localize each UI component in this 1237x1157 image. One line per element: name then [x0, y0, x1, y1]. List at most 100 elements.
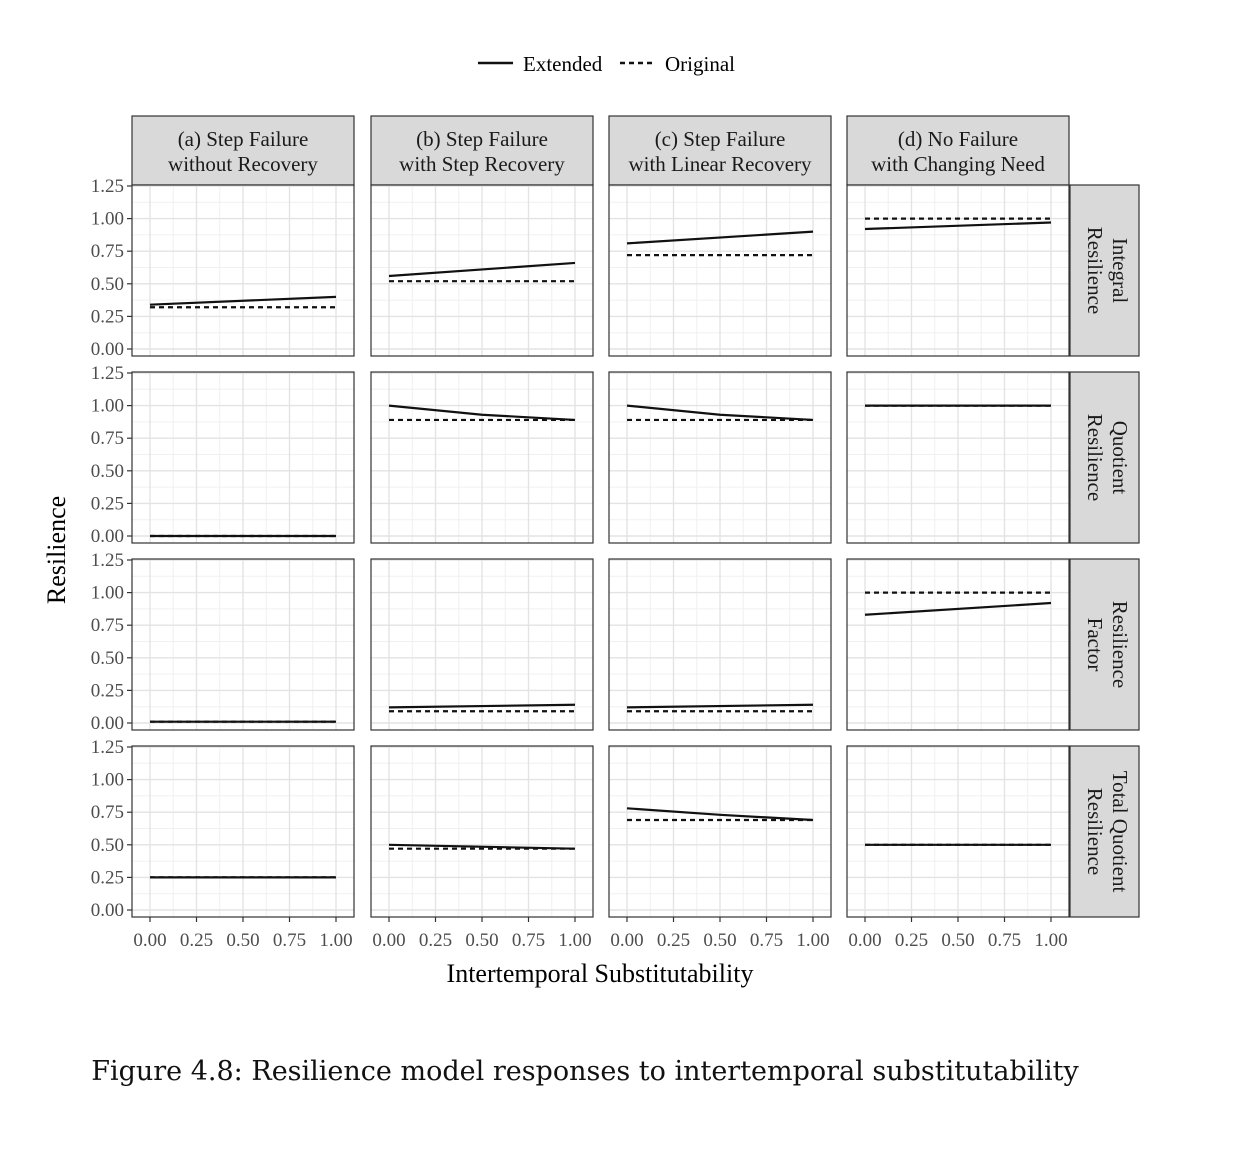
panel	[608, 745, 832, 918]
y-tick-label: 0.75	[91, 615, 124, 636]
panel-border	[608, 371, 832, 544]
y-axis-title: Resilience	[42, 496, 71, 604]
x-tick-label: 0.00	[848, 930, 881, 951]
x-tick-label: 0.50	[465, 930, 498, 951]
row-strip	[1069, 558, 1140, 731]
row-strip-label: Total Quotient	[1108, 771, 1132, 893]
x-tick-label: 1.00	[319, 930, 352, 951]
panel	[608, 371, 832, 544]
y-tick-label: 0.25	[91, 867, 124, 888]
y-tick-label: 0.00	[91, 339, 124, 360]
y-tick-label: 0.50	[91, 648, 124, 669]
x-tick-label: 1.00	[558, 930, 591, 951]
series-extended-line	[864, 601, 1052, 616]
panel	[370, 745, 594, 918]
legend-extended-label: Extended	[523, 52, 603, 76]
legend-original-label: Original	[665, 52, 735, 76]
column-strip	[131, 115, 355, 186]
panel-border	[608, 184, 832, 357]
y-tick-label: 1.00	[91, 770, 124, 791]
y-tick-label: 1.00	[91, 583, 124, 604]
panel	[846, 558, 1070, 731]
panel-border	[131, 371, 355, 544]
y-tick-label: 0.25	[91, 680, 124, 701]
row-strip-label: Resilience	[1083, 414, 1107, 501]
column-strip-label: without Recovery	[168, 152, 318, 176]
row-strip-label: Integral	[1108, 238, 1132, 303]
x-tick-label: 1.00	[796, 930, 829, 951]
panel-border	[370, 184, 594, 357]
column-strip-label: (d) No Failure	[898, 127, 1018, 151]
y-tick-label: 0.00	[91, 526, 124, 547]
series-extended-line	[626, 230, 814, 245]
panel-border	[370, 371, 594, 544]
row-strip-label: Resilience	[1108, 601, 1132, 688]
row-strip-label: Quotient	[1108, 421, 1132, 495]
y-tick-label: 0.75	[91, 802, 124, 823]
y-tick-label: 0.75	[91, 241, 124, 262]
panel	[846, 371, 1070, 544]
series-extended-line	[388, 261, 576, 278]
column-strip	[846, 115, 1070, 186]
row-strip	[1069, 184, 1140, 357]
x-tick-label: 0.25	[180, 930, 213, 951]
x-axis-title: Intertemporal Substitutability	[447, 959, 754, 988]
y-tick-label: 0.75	[91, 428, 124, 449]
y-tick-label: 1.00	[91, 209, 124, 230]
y-tick-label: 0.25	[91, 493, 124, 514]
panel	[370, 184, 594, 357]
series-extended-line	[149, 295, 337, 306]
y-tick-label: 1.25	[91, 550, 124, 571]
x-tick-label: 0.75	[750, 930, 783, 951]
panel-border	[131, 558, 355, 731]
series-extended-line	[626, 404, 814, 422]
series-extended-line	[626, 703, 814, 709]
column-strip	[370, 115, 594, 186]
row-strip	[1069, 371, 1140, 544]
series-extended-line	[388, 404, 576, 422]
x-tick-label: 0.00	[133, 930, 166, 951]
row-strip-label: Factor	[1083, 618, 1107, 672]
x-tick-label: 0.00	[372, 930, 405, 951]
y-tick-label: 1.25	[91, 176, 124, 197]
row-strip	[1069, 745, 1140, 918]
y-tick-label: 0.50	[91, 274, 124, 295]
column-strip-label: with Changing Need	[871, 152, 1045, 176]
x-tick-label: 0.50	[941, 930, 974, 951]
column-strip-label: (a) Step Failure	[178, 127, 309, 151]
column-strip-label: (b) Step Failure	[416, 127, 548, 151]
x-tick-label: 0.00	[610, 930, 643, 951]
panel	[131, 745, 355, 918]
panel-border	[608, 558, 832, 731]
series-extended-line	[388, 843, 576, 850]
panel-border	[846, 371, 1070, 544]
x-tick-label: 0.25	[419, 930, 452, 951]
panel	[846, 745, 1070, 918]
figure-caption: Figure 4.8: Resilience model responses t…	[91, 1056, 1079, 1087]
y-tick-label: 0.00	[91, 713, 124, 734]
panel-border	[370, 558, 594, 731]
x-tick-label: 0.75	[273, 930, 306, 951]
x-tick-label: 1.00	[1034, 930, 1067, 951]
y-tick-label: 1.25	[91, 737, 124, 758]
series-extended-line	[388, 703, 576, 709]
y-tick-label: 0.50	[91, 835, 124, 856]
panel	[608, 558, 832, 731]
row-strip-label: Resilience	[1083, 227, 1107, 314]
panel	[608, 184, 832, 357]
column-strip-label: (c) Step Failure	[655, 127, 786, 151]
panel	[370, 371, 594, 544]
series-extended-line	[864, 221, 1052, 231]
panel	[370, 558, 594, 731]
x-tick-label: 0.25	[895, 930, 928, 951]
row-strip-label: Resilience	[1083, 788, 1107, 875]
column-strip-label: with Step Recovery	[399, 152, 565, 176]
panel-border	[846, 558, 1070, 731]
column-strip	[608, 115, 832, 186]
panel	[131, 371, 355, 544]
panel-border	[131, 184, 355, 357]
panel-border	[846, 184, 1070, 357]
series-extended-line	[626, 807, 814, 822]
panel	[131, 558, 355, 731]
